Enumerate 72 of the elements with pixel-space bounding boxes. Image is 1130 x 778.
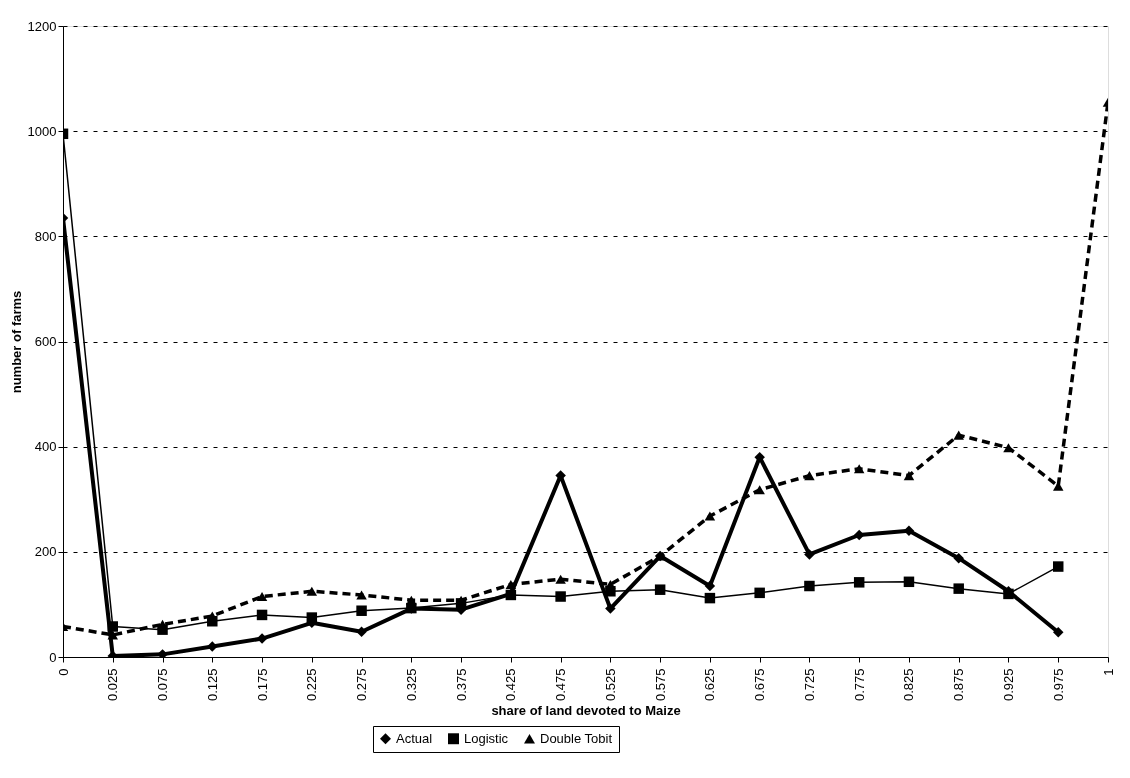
point	[853, 529, 865, 541]
point	[704, 580, 716, 592]
point	[605, 603, 616, 614]
x-tick-label: 0.525	[602, 668, 618, 702]
legend-label: Actual	[396, 730, 433, 746]
point	[903, 576, 915, 588]
point	[356, 605, 367, 616]
point	[256, 591, 268, 602]
point	[356, 626, 367, 637]
x-tick-label: 0.375	[453, 668, 469, 702]
point	[804, 471, 815, 481]
point	[804, 549, 815, 560]
x-tick-label: 0.425	[503, 668, 519, 702]
x-tick-label: 0.325	[403, 668, 419, 702]
point	[754, 485, 765, 495]
x-axis-title: share of land devoted to Maize	[491, 703, 681, 719]
y-tick-label: 1000	[27, 123, 57, 139]
point	[953, 430, 964, 440]
x-tick-label: 0.025	[105, 668, 121, 702]
x-tick-label: 0.225	[304, 668, 320, 702]
point	[406, 595, 417, 605]
point	[256, 609, 268, 621]
point	[804, 580, 815, 592]
point	[107, 621, 119, 632]
point	[754, 587, 765, 599]
point	[704, 592, 716, 604]
point	[1003, 443, 1014, 453]
point	[256, 633, 268, 644]
point	[853, 464, 865, 474]
x-tick-label: 0	[55, 668, 71, 676]
x-tick-label: 0.975	[1050, 668, 1066, 702]
point	[306, 586, 318, 596]
point	[754, 451, 765, 463]
point	[356, 590, 367, 600]
y-axis-title: number of farms	[8, 290, 24, 394]
x-tick-label: 0.725	[801, 668, 817, 702]
x-tick-label: 0.625	[702, 668, 718, 702]
point	[207, 641, 218, 652]
point	[605, 579, 616, 589]
point	[953, 552, 964, 564]
point	[555, 591, 566, 602]
point	[1052, 627, 1064, 638]
y-tick-label: 0	[49, 649, 57, 665]
point	[505, 579, 517, 589]
point	[157, 649, 168, 657]
y-tick-label: 600	[34, 334, 57, 349]
x-tick-label: 0.675	[752, 668, 768, 702]
legend-label: Double Tobit	[540, 730, 613, 746]
point	[654, 584, 666, 595]
point	[853, 577, 865, 588]
y-tick-label: 800	[34, 228, 57, 244]
point	[903, 471, 915, 481]
point	[953, 583, 964, 594]
x-tick-label: 0.875	[951, 668, 967, 702]
point	[704, 511, 716, 521]
x-tick-label: 0.175	[254, 668, 270, 702]
x-tick-label: 0.925	[1000, 668, 1016, 702]
y-tick-label: 200	[34, 544, 57, 560]
x-tick-label: 0.575	[652, 668, 668, 702]
x-tick-label: 0.775	[851, 668, 867, 702]
y-tick-label: 1200	[27, 18, 57, 34]
point	[1052, 561, 1064, 572]
y-tick-label: 400	[34, 439, 57, 455]
legend-label: Logistic	[464, 730, 509, 746]
x-tick-label: 0.475	[553, 668, 569, 702]
x-tick-label: 0.275	[354, 668, 370, 702]
x-tick-label: 0.825	[901, 668, 917, 702]
point	[306, 612, 318, 623]
x-tick-label: 0.125	[204, 668, 220, 702]
point	[555, 574, 566, 584]
x-tick-label: 1	[1100, 668, 1116, 676]
x-tick-label: 0.075	[155, 668, 171, 702]
